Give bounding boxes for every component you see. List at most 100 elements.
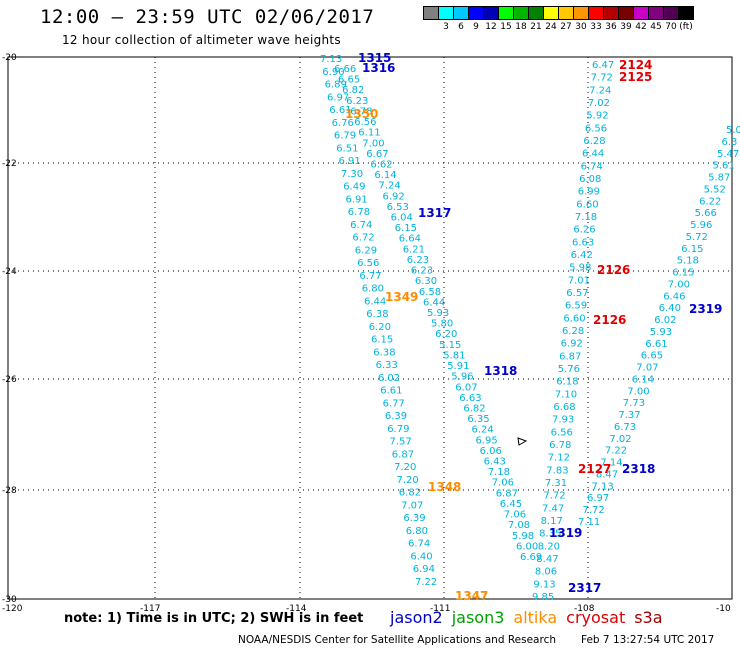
pass-number-label: 2317 — [568, 581, 601, 595]
lat-tick-label: -26 — [2, 375, 17, 385]
wave-height-value: 6.33 — [376, 360, 398, 371]
position-marker — [517, 437, 528, 446]
wave-height-value: 9.85 — [532, 592, 554, 603]
wave-height-value: 6.76 — [332, 118, 354, 129]
wave-height-value: 6.74 — [350, 220, 372, 231]
wave-height-value: 6.53 — [387, 202, 409, 213]
pass-number-label: 1349 — [385, 290, 418, 304]
wave-height-value: 6.44 — [582, 149, 604, 160]
wave-height-value: 6.82 — [463, 404, 485, 415]
wave-height-value: 6.20 — [435, 329, 457, 340]
pass-number-label: 2125 — [619, 70, 652, 84]
pass-number-label: 1318 — [484, 364, 517, 378]
color-scale-labels: 3 6 9 12 15 18 21 24 27 30 33 36 39 42 45 70 (ft) — [424, 22, 740, 34]
wave-height-value: 6.77 — [359, 271, 381, 282]
wave-height-value: 6.95 — [476, 435, 498, 446]
pass-number-label: 1317 — [418, 206, 451, 220]
legend-entry: cryosat — [566, 608, 626, 627]
color-scale-label: 15 — [500, 22, 512, 32]
color-scale-label: 3 — [443, 22, 449, 32]
wave-height-value: 6.47 — [592, 60, 614, 71]
wave-height-value: 6.56 — [551, 427, 573, 438]
wave-height-value: 7.20 — [397, 475, 419, 486]
wave-height-value: 6.61 — [645, 339, 667, 350]
wave-height-value: 6.08 — [579, 174, 601, 185]
wave-height-value: 6.30 — [415, 276, 437, 287]
wave-height-value: 6.11 — [358, 128, 380, 139]
wave-height-value: 5.52 — [704, 184, 726, 195]
wave-height-value: 7.22 — [605, 446, 627, 457]
wave-height-value: 6.91 — [339, 156, 361, 167]
wave-height-value: 6.94 — [413, 564, 435, 575]
wave-height-value: 6.66 — [334, 64, 356, 75]
wave-height-value: 6.44 — [364, 296, 386, 307]
wave-height-value: 7.73 — [623, 398, 645, 409]
wave-height-value: 6.15 — [681, 244, 703, 255]
wave-height-value: 6.21 — [403, 244, 425, 255]
wave-height-value: 6.87 — [392, 449, 414, 460]
wave-height-value: 6.24 — [472, 425, 494, 436]
wave-height-value: 6.40 — [410, 552, 432, 563]
wave-height-value: 7.30 — [341, 169, 363, 180]
pass-number-label: 1319 — [549, 526, 582, 540]
color-scale-label: 24 — [545, 22, 557, 32]
wave-height-value: 6.43 — [484, 457, 506, 468]
wave-height-value: 7.07 — [401, 501, 423, 512]
wave-height-value: 6.91 — [346, 194, 368, 205]
wave-height-value: 7.13 — [320, 54, 342, 65]
wave-height-value: 6.61 — [329, 105, 351, 116]
pass-number-label: 2127 — [578, 462, 611, 476]
wave-height-value: 7.01 — [568, 275, 590, 286]
wave-height-value: 6.60 — [576, 199, 598, 210]
legend-entry: altika — [513, 608, 558, 627]
wave-height-value: 6.60 — [563, 313, 585, 324]
wave-height-value: 7.11 — [578, 517, 600, 528]
color-scale-bar — [423, 6, 694, 20]
wave-height-value: 7.93 — [552, 415, 574, 426]
wave-height-value: 6.3 — [722, 137, 738, 148]
color-scale-label: 30 — [575, 22, 587, 32]
color-scale-label: (ft) — [679, 22, 693, 32]
wave-height-value: 7.06 — [504, 510, 526, 521]
wave-height-value: 7.47 — [542, 503, 564, 514]
satellite-legend: jason2 jason3 altika cryosat s3a — [390, 608, 672, 627]
wave-height-value: 6.74 — [408, 539, 430, 550]
wave-height-value: 6.22 — [699, 196, 721, 207]
wave-height-value: 8.35 — [539, 529, 561, 540]
wave-height-value: 8.47 — [596, 470, 618, 481]
wave-height-value: 6.79 — [334, 131, 356, 142]
wave-height-value: 6.82 — [342, 85, 364, 96]
map-title: 12:00 – 23:59 UTC 02/06/2017 — [40, 6, 375, 28]
wave-height-value: 6.49 — [343, 182, 365, 193]
wave-height-value: 6.02 — [378, 373, 400, 384]
wave-height-value: 7.07 — [636, 363, 658, 374]
wave-height-value: 6.57 — [566, 288, 588, 299]
legend-entry: jason2 — [390, 608, 443, 627]
lat-tick-label: -30 — [2, 595, 17, 605]
map-subtitle: 12 hour collection of altimeter wave hei… — [62, 33, 341, 47]
lat-tick-label: -28 — [2, 486, 17, 496]
wave-height-value: 6.44 — [423, 297, 445, 308]
pass-number-label: 2318 — [622, 462, 655, 476]
wave-height-value: 7.02 — [588, 98, 610, 109]
pass-number-label: 2319 — [689, 302, 722, 316]
wave-height-value: 7.10 — [555, 389, 577, 400]
wave-height-value: 6.56 — [354, 117, 376, 128]
wave-height-value: 7.13 — [592, 481, 614, 492]
wave-height-value: 5.15 — [439, 340, 461, 351]
wave-height-value: 6.14 — [374, 170, 396, 181]
lon-tick-label: -117 — [140, 604, 160, 614]
color-scale-label: 9 — [473, 22, 479, 32]
wave-height-value: 7.72 — [591, 73, 613, 84]
wave-height-value: 6.67 — [366, 149, 388, 160]
wave-height-value: 7.02 — [609, 434, 631, 445]
wave-height-value: 6.99 — [578, 187, 600, 198]
legend-entry: jason3 — [451, 608, 505, 627]
wave-height-value: 6.14 — [632, 375, 654, 386]
wave-height-value: 6.87 — [559, 351, 581, 362]
wave-height-value: 6.65 — [338, 75, 360, 86]
wave-height-value: 7.24 — [379, 181, 401, 192]
wave-height-value: 6.69 — [520, 552, 542, 563]
wave-height-value: 6.63 — [572, 237, 594, 248]
